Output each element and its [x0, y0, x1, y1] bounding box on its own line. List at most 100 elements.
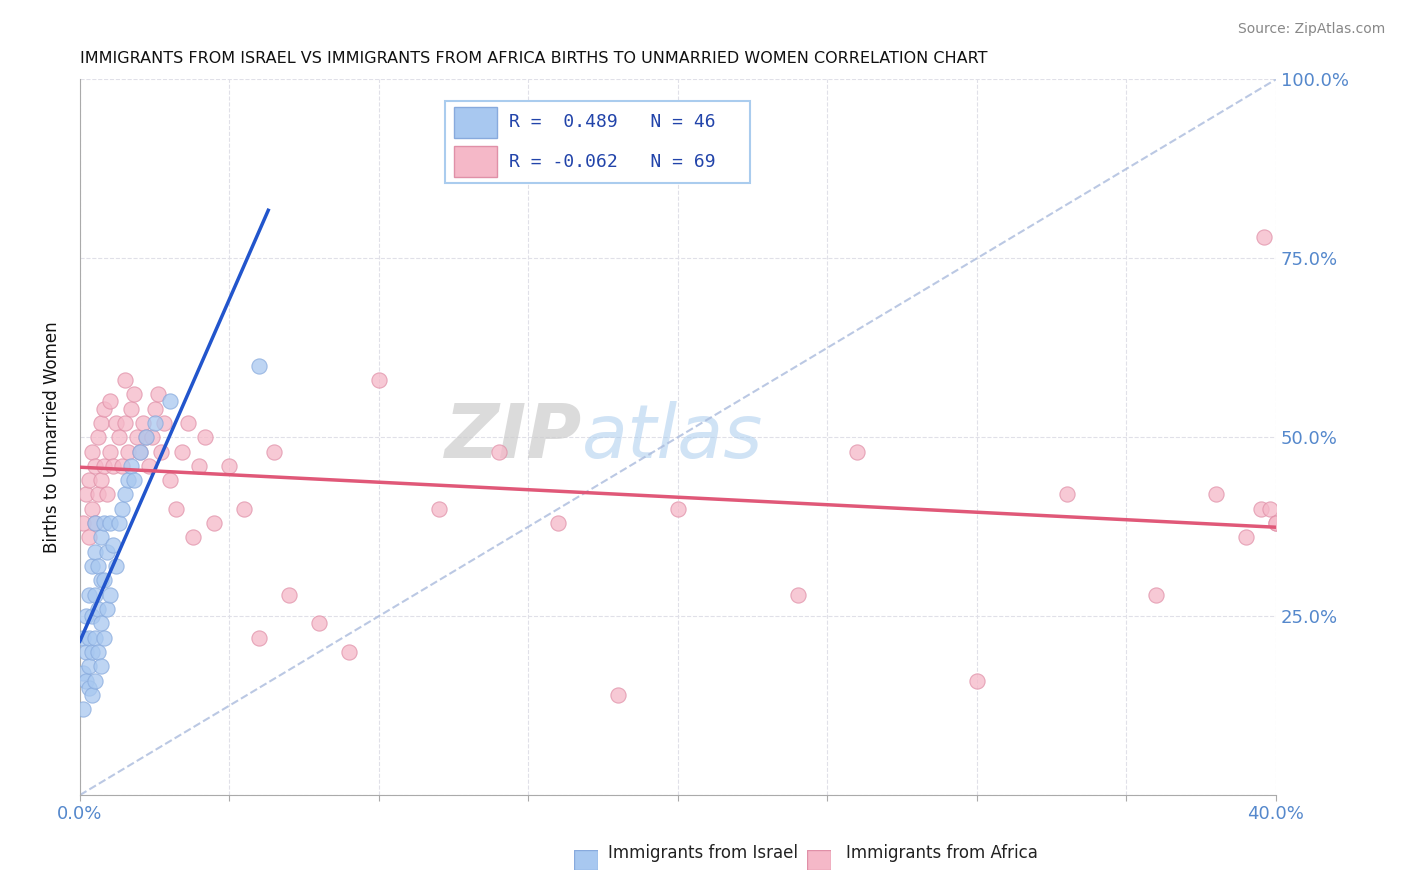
- Point: [90, 659, 112, 673]
- Point: [80, 688, 103, 702]
- Point: [122, 473, 145, 487]
- Point: [117, 444, 139, 458]
- Point: [75, 609, 97, 624]
- Text: IMMIGRANTS FROM ISRAEL VS IMMIGRANTS FROM AFRICA BIRTHS TO UNMARRIED WOMEN CORRE: IMMIGRANTS FROM ISRAEL VS IMMIGRANTS FRO…: [80, 51, 987, 66]
- Point: [104, 416, 127, 430]
- Point: [72, 631, 94, 645]
- Point: [83, 458, 105, 473]
- Point: [77, 631, 100, 645]
- Point: [547, 516, 569, 530]
- Point: [488, 444, 510, 458]
- Point: [111, 458, 134, 473]
- Point: [83, 516, 105, 530]
- Point: [83, 588, 105, 602]
- Point: [966, 673, 988, 688]
- Point: [90, 416, 112, 430]
- Point: [218, 458, 240, 473]
- Point: [131, 416, 153, 430]
- Point: [87, 559, 110, 574]
- Point: [141, 430, 163, 444]
- Point: [1265, 516, 1288, 530]
- Point: [143, 416, 166, 430]
- Point: [128, 444, 150, 458]
- Point: [1205, 487, 1227, 501]
- Point: [263, 444, 285, 458]
- Point: [96, 545, 118, 559]
- Point: [111, 501, 134, 516]
- Point: [80, 444, 103, 458]
- Point: [666, 501, 689, 516]
- Point: [87, 645, 110, 659]
- Point: [146, 387, 169, 401]
- Text: atlas: atlas: [582, 401, 763, 473]
- Point: [93, 458, 115, 473]
- Point: [80, 645, 103, 659]
- Point: [77, 659, 100, 673]
- Point: [87, 430, 110, 444]
- Point: [93, 631, 115, 645]
- Point: [149, 444, 172, 458]
- Point: [114, 487, 136, 501]
- Point: [120, 401, 142, 416]
- Point: [90, 473, 112, 487]
- Point: [159, 473, 181, 487]
- Point: [75, 487, 97, 501]
- Point: [846, 444, 869, 458]
- Point: [607, 688, 630, 702]
- Point: [104, 559, 127, 574]
- Point: [194, 430, 217, 444]
- Point: [77, 588, 100, 602]
- Point: [101, 537, 124, 551]
- Point: [159, 394, 181, 409]
- Point: [90, 574, 112, 588]
- Point: [80, 559, 103, 574]
- Point: [77, 530, 100, 544]
- Point: [80, 609, 103, 624]
- Point: [1250, 501, 1272, 516]
- Point: [114, 373, 136, 387]
- Point: [247, 359, 270, 373]
- Point: [786, 588, 808, 602]
- Point: [1253, 229, 1275, 244]
- Point: [101, 458, 124, 473]
- Point: [93, 574, 115, 588]
- Point: [1258, 501, 1281, 516]
- Text: Immigrants from Africa: Immigrants from Africa: [846, 844, 1038, 862]
- Point: [80, 501, 103, 516]
- Point: [1234, 530, 1257, 544]
- Point: [90, 616, 112, 631]
- Point: [183, 530, 205, 544]
- Point: [83, 631, 105, 645]
- Point: [72, 666, 94, 681]
- Point: [77, 681, 100, 695]
- Point: [1265, 516, 1288, 530]
- Point: [107, 516, 129, 530]
- Point: [152, 416, 174, 430]
- Point: [83, 545, 105, 559]
- Point: [122, 387, 145, 401]
- Point: [135, 430, 157, 444]
- Point: [75, 673, 97, 688]
- Point: [188, 458, 211, 473]
- Point: [75, 645, 97, 659]
- Point: [337, 645, 360, 659]
- Point: [165, 501, 187, 516]
- Point: [128, 444, 150, 458]
- Y-axis label: Births to Unmarried Women: Births to Unmarried Women: [44, 321, 60, 553]
- Point: [1056, 487, 1078, 501]
- Point: [96, 602, 118, 616]
- Point: [87, 487, 110, 501]
- Point: [278, 588, 301, 602]
- Point: [107, 430, 129, 444]
- Point: [138, 458, 160, 473]
- Point: [1144, 588, 1167, 602]
- Point: [83, 516, 105, 530]
- Point: [87, 602, 110, 616]
- Point: [98, 444, 121, 458]
- Point: [204, 516, 226, 530]
- Point: [247, 631, 270, 645]
- Point: [96, 487, 118, 501]
- Point: [125, 430, 148, 444]
- Point: [98, 516, 121, 530]
- Point: [170, 444, 193, 458]
